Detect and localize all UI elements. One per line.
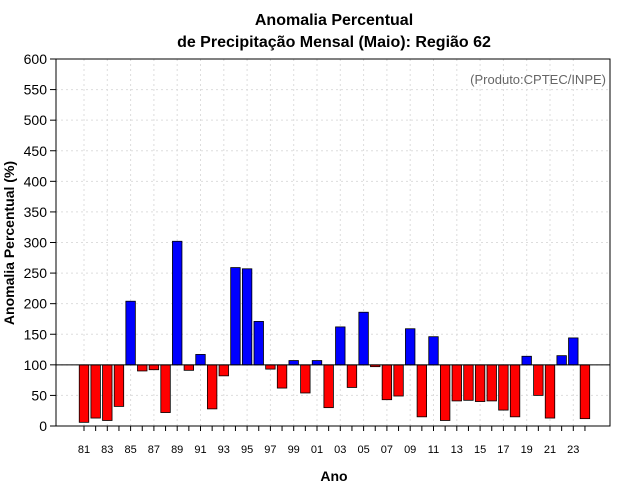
x-tick-label: 13 [451, 444, 463, 456]
x-tick-label: 03 [334, 444, 346, 456]
bar-1995 [241, 268, 253, 366]
bar-1989 [172, 240, 183, 366]
bar-2021 [544, 364, 556, 419]
y-tick-label: 300 [24, 235, 48, 251]
bar-2004 [346, 364, 358, 388]
x-tick-label: 83 [101, 444, 113, 456]
bar-1996 [253, 321, 264, 366]
bar-1997 [265, 364, 276, 370]
y-tick-label: 450 [24, 143, 48, 159]
x-tick-label: 89 [171, 444, 183, 456]
bar-2003 [335, 326, 346, 366]
y-tick-label: 50 [31, 387, 47, 403]
bar-2005 [358, 311, 369, 366]
y-tick-label: 0 [39, 418, 47, 434]
x-tick-label: 87 [148, 444, 160, 456]
bar-1981 [78, 364, 90, 423]
bar-2010 [416, 364, 428, 418]
y-tick-label: 200 [24, 296, 48, 312]
bar-2009 [405, 328, 416, 366]
y-tick-label: 600 [24, 51, 48, 67]
bar-1994 [230, 267, 241, 366]
bar-2024 [579, 364, 591, 420]
x-axis: 81 83 85 87 89 91 93 95 97 99 01 03 05 07 09 11 13 15 17 19… [78, 426, 586, 456]
bar-2022 [556, 355, 567, 366]
bar-1992 [206, 364, 218, 410]
bar-1988 [160, 364, 171, 413]
x-tick-label: 91 [194, 444, 206, 456]
x-tick-label: 93 [218, 444, 230, 456]
bar-1993 [218, 364, 229, 377]
x-tick-label: 17 [497, 444, 509, 456]
bar-2020 [533, 364, 544, 396]
chart-title-line1: Anomalia Percentual [255, 12, 413, 29]
x-tick-label: 21 [544, 444, 556, 456]
y-tick-label: 250 [24, 265, 48, 281]
y-tick-label: 500 [24, 112, 48, 128]
bar-2012 [439, 364, 451, 421]
y-axis: 0 50 100 150 200 250 300 350 400 450 500 550 600 [24, 51, 56, 434]
x-tick-label: 81 [78, 444, 90, 456]
bar-2019 [521, 355, 532, 366]
bar-2015 [474, 364, 486, 402]
bar-1986 [137, 364, 148, 372]
y-axis-label: Anomalia Percentual (%) [1, 161, 17, 325]
x-tick-label: 95 [241, 444, 253, 456]
x-tick-label: 09 [404, 444, 416, 456]
bar-2018 [509, 364, 521, 418]
bar-1985 [125, 300, 136, 366]
bar-2001 [311, 360, 323, 366]
bar-1999 [288, 360, 299, 366]
bar-1983 [102, 364, 113, 421]
bars [78, 240, 591, 423]
bar-2013 [451, 364, 462, 402]
bar-1990 [183, 364, 195, 371]
bar-2023 [568, 337, 579, 366]
bar-1984 [113, 364, 125, 407]
bar-2017 [498, 364, 509, 411]
bar-2014 [463, 364, 474, 401]
bar-1998 [276, 364, 288, 389]
y-tick-label: 150 [24, 326, 48, 342]
bar-1991 [195, 354, 206, 366]
y-tick-label: 100 [24, 357, 48, 373]
y-tick-label: 350 [24, 204, 48, 220]
x-tick-label: 05 [357, 444, 369, 456]
x-tick-label: 07 [381, 444, 393, 456]
x-tick-label: 15 [474, 444, 486, 456]
y-tick-label: 400 [24, 173, 48, 189]
y-tick-label: 550 [24, 82, 48, 98]
bar-1987 [148, 364, 160, 371]
bar-1982 [90, 364, 101, 419]
product-credit: (Produto:CPTEC/INPE) [470, 72, 606, 87]
x-tick-label: 99 [288, 444, 300, 456]
bar-2008 [393, 364, 404, 397]
x-axis-label: Ano [320, 468, 347, 484]
bar-2000 [300, 364, 311, 394]
x-tick-label: 97 [264, 444, 276, 456]
x-tick-label: 11 [428, 444, 439, 456]
x-tick-label: 23 [567, 444, 579, 456]
bar-2002 [323, 364, 334, 409]
bar-2011 [428, 336, 439, 366]
x-tick-label: 01 [311, 444, 323, 456]
x-tick-label: 85 [124, 444, 136, 456]
x-tick-label: 19 [521, 444, 533, 456]
chart-title-line2: de Precipitação Mensal (Maio): Região 62 [177, 34, 491, 51]
bar-2007 [381, 364, 393, 401]
bar-2016 [486, 364, 497, 402]
